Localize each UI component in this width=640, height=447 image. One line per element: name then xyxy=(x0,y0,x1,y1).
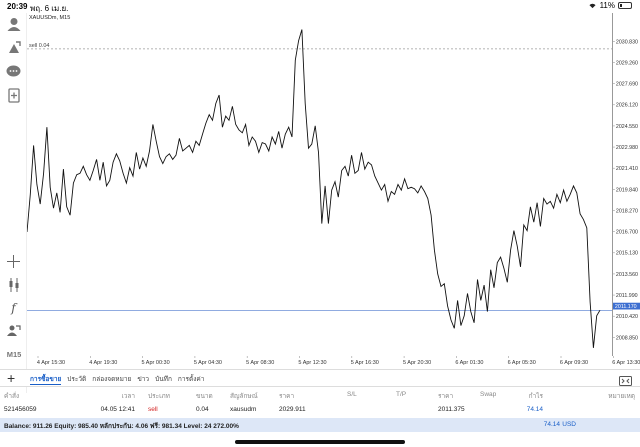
price-tick-label: 2022.980 xyxy=(616,145,638,151)
terminal-tabs: การซื้อขาย ประวัติ กล่องจดหมาย ข่าว บันทึก กา… xyxy=(30,374,204,385)
battery-icon xyxy=(618,2,632,9)
price-tick-label: 2029.260 xyxy=(616,60,638,66)
price-cell: 2011.375 xyxy=(438,406,465,413)
price-tick-label: 2021.410 xyxy=(616,166,638,172)
time-tick-label: 4 Apr 15:30 xyxy=(37,360,65,366)
price-chart[interactable] xyxy=(27,13,612,356)
crosshair-icon[interactable] xyxy=(5,253,22,270)
current-price-label: 2011.170 xyxy=(615,304,637,310)
balance-bar: Balance: 911.26 Equity: 985.40 หลักประกั… xyxy=(0,418,640,432)
add-icon[interactable]: + xyxy=(7,370,16,386)
clock: 20:39 xyxy=(7,2,28,11)
price-tick-label: 2030.830 xyxy=(616,39,638,45)
price-tick-label: 2019.840 xyxy=(616,187,638,193)
column-header[interactable]: คำสั่ง xyxy=(4,393,20,400)
trade-table: คำสั่ง เวลา ประเภท ขนาด สัญลักษณ์ ราคา S/L T/P ร… xyxy=(0,387,640,417)
tab-3[interactable]: ข่าว xyxy=(137,376,150,383)
price-tick-label: 2018.270 xyxy=(616,208,638,214)
price-axis[interactable]: 2030.830 2029.260 2027.690 2026.120 2024.550… xyxy=(612,13,640,356)
table-header: คำสั่ง เวลา ประเภท ขนาด สัญลักษณ์ ราคา S/L T/P ร… xyxy=(0,387,640,402)
chat-icon[interactable] xyxy=(5,63,22,80)
symbol-cell: xausudm xyxy=(230,406,257,413)
time-tick-label: 5 Apr 08:30 xyxy=(246,360,274,366)
column-header[interactable]: ประเภท xyxy=(148,393,170,400)
price-tick-label: 2027.690 xyxy=(616,82,638,88)
status-indicators: 11% xyxy=(588,1,632,10)
table-row[interactable]: 521456059 04.05 12:41 sell 0.04 xausudm … xyxy=(0,402,640,417)
price-tick-label: 2011.990 xyxy=(616,293,638,299)
current-price-tag xyxy=(613,302,640,310)
tab-2[interactable]: กล่องจดหมาย xyxy=(92,376,132,383)
price-tick-label: 2016.700 xyxy=(616,230,638,236)
trade-icon[interactable] xyxy=(5,39,22,56)
time-tick-label: 6 Apr 13:30 xyxy=(612,360,640,366)
tab-4[interactable]: บันทึก xyxy=(155,376,172,383)
column-header[interactable]: ราคา xyxy=(438,393,454,400)
currency-label: USD xyxy=(562,421,576,428)
tab-0[interactable]: การซื้อขาย xyxy=(30,376,62,385)
size-cell: 0.04 xyxy=(196,406,209,413)
time-tick-label: 5 Apr 12:30 xyxy=(298,360,326,366)
column-header[interactable]: T/P xyxy=(396,391,407,398)
price-tick-label: 2008.850 xyxy=(616,335,638,341)
price-line-series xyxy=(27,29,601,348)
status-date: พฤ. 6 เม.ย. xyxy=(30,4,69,13)
chart-type-icon[interactable] xyxy=(5,276,22,293)
time-tick-label: 4 Apr 19:30 xyxy=(89,360,117,366)
column-header[interactable]: ขนาด xyxy=(196,393,213,400)
price-tick-label: 2024.550 xyxy=(616,124,638,130)
column-header[interactable]: หมายเหตุ xyxy=(608,393,635,400)
time-tick-label: 5 Apr 20:30 xyxy=(403,360,431,366)
new-order-icon[interactable] xyxy=(5,87,22,104)
column-header[interactable]: กำไร xyxy=(528,393,543,400)
time-cell: 04.05 12:41 xyxy=(100,406,135,413)
time-tick-label: 6 Apr 05:30 xyxy=(508,360,536,366)
price-tick-label: 2013.560 xyxy=(616,272,638,278)
profit-cell: 74.14 xyxy=(526,406,543,413)
tab-5[interactable]: การตั้งค่า xyxy=(177,376,205,383)
order-cell: 521456059 xyxy=(4,406,37,413)
chart-title: XAUUSDm, M15 xyxy=(29,15,71,21)
column-header[interactable]: S/L xyxy=(347,391,357,398)
price-tick-label: 2026.120 xyxy=(616,103,638,109)
time-tick-label: 5 Apr 00:30 xyxy=(142,360,170,366)
column-header[interactable]: Swap xyxy=(480,391,497,398)
time-tick-label: 5 Apr 16:30 xyxy=(351,360,379,366)
price-tick-label: 2010.420 xyxy=(616,314,638,320)
type-cell: sell xyxy=(148,406,158,413)
chart-toolbar: f M15 xyxy=(0,13,27,393)
indicators-icon[interactable]: f xyxy=(11,300,16,315)
time-axis[interactable]: 4 Apr 15:30 4 Apr 19:30 5 Apr 00:30 5 Apr 0… xyxy=(27,356,640,369)
timeframe-button[interactable]: M15 xyxy=(6,350,22,359)
price-tick-label: 2015.130 xyxy=(616,251,638,257)
column-header[interactable]: เวลา xyxy=(121,393,135,400)
balance-summary: Balance: 911.26 Equity: 985.40 หลักประกั… xyxy=(4,423,239,430)
wifi-icon xyxy=(589,3,596,9)
home-indicator[interactable] xyxy=(235,440,405,444)
expand-icon[interactable] xyxy=(619,373,632,391)
status-bar: 20:39 พฤ. 6 เม.ย. 11% xyxy=(0,0,640,13)
objects-icon[interactable] xyxy=(5,322,22,339)
sell-level-label: sell 0.04 xyxy=(29,43,50,49)
account-icon[interactable] xyxy=(5,16,22,33)
time-tick-label: 6 Apr 01:30 xyxy=(455,360,483,366)
column-header[interactable]: ราคา xyxy=(279,393,295,400)
open-price-cell: 2029.911 xyxy=(279,406,306,413)
time-tick-label: 5 Apr 04:30 xyxy=(194,360,222,366)
battery-percent: 11% xyxy=(599,1,615,10)
column-header[interactable]: สัญลักษณ์ xyxy=(230,393,258,400)
time-tick-label: 6 Apr 09:30 xyxy=(560,360,588,366)
terminal-tabs-bar: + การซื้อขาย ประวัติ กล่องจดหมาย ข่าว บันทึก… xyxy=(0,369,640,387)
total-profit: 74.14 xyxy=(543,421,560,428)
tab-1[interactable]: ประวัติ xyxy=(67,376,87,383)
